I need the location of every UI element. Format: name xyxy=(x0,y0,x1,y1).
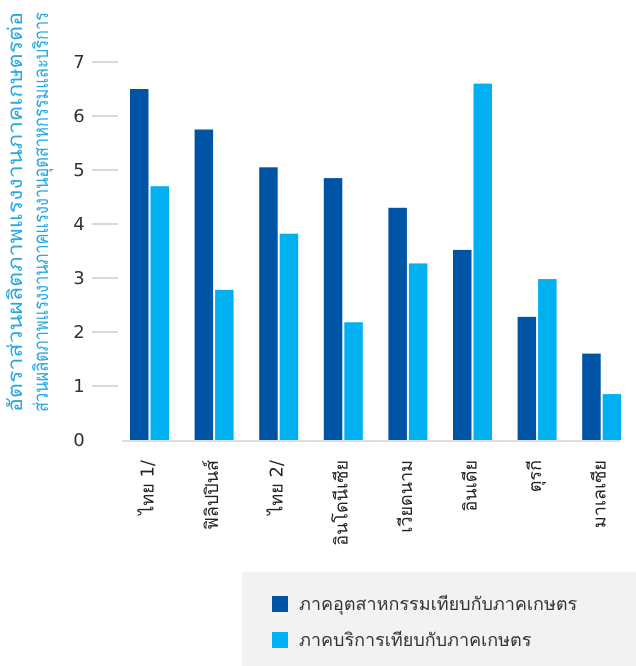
x-tick-label: ไทย 2/ xyxy=(266,459,288,517)
bar xyxy=(473,83,492,440)
bar xyxy=(344,322,363,440)
bar xyxy=(323,178,343,440)
bar xyxy=(259,167,278,441)
bar xyxy=(150,186,169,440)
bars xyxy=(130,83,622,441)
x-tick-label: อินเดีย xyxy=(461,460,482,512)
bar xyxy=(538,279,557,440)
y-tick-label: 7 xyxy=(73,52,84,73)
y-axis-label-line: ส่วนผลิตภาพแรงงานภาคแรงงานอุตสาหกรรมและบ… xyxy=(29,12,54,412)
bar xyxy=(582,353,601,440)
y-tick-label: 1 xyxy=(73,376,84,397)
legend: ภาคอุตสาหกรรมเทียบกับภาคเกษตรภาคบริการเท… xyxy=(242,572,636,666)
x-axis-baseline xyxy=(122,440,620,442)
bar xyxy=(517,316,537,440)
bar xyxy=(453,249,472,440)
y-tick-label: 0 xyxy=(73,430,84,451)
y-tick-label: 6 xyxy=(73,106,84,127)
x-axis: ไทย 1/ฟิลิปปินส์ ไทย 2/อินโดนีเซีย เวียดนา… xyxy=(122,440,620,546)
y-tick-label: 3 xyxy=(73,268,84,289)
y-tick-label: 4 xyxy=(73,214,84,235)
bar xyxy=(602,394,622,440)
legend-swatch xyxy=(272,632,288,648)
bar xyxy=(279,233,299,440)
x-tick-label: ตุรกี xyxy=(525,460,546,492)
x-tick-label: ฟิลิปปินส์ xyxy=(202,460,223,530)
bar xyxy=(408,263,428,440)
legend-label: ภาคอุตสาหกรรมเทียบกับภาคเกษตร xyxy=(299,594,578,615)
x-tick-label: ไทย 1/ xyxy=(137,459,159,517)
legend-swatch xyxy=(272,596,288,612)
bar xyxy=(194,129,214,440)
y-axis: 0 1 2 3 4 5 6 7 xyxy=(73,52,118,451)
bar xyxy=(130,89,149,440)
x-tick-label: เวียดนาม xyxy=(396,460,417,533)
bar xyxy=(388,207,407,440)
bar xyxy=(215,289,234,440)
x-tick-label: อินโดนีเซีย xyxy=(330,460,352,546)
y-axis-label-group: อัตราส่วนผลิตภาพแรงงานภาคเกษตรต่อ ส่วนผลิ… xyxy=(3,12,54,412)
y-tick-label: 5 xyxy=(73,160,84,181)
y-tick-label: 2 xyxy=(73,322,84,343)
y-axis-label-line: อัตราส่วนผลิตภาพแรงงานภาคเกษตรต่อ xyxy=(3,12,27,412)
legend-box xyxy=(242,572,636,666)
legend-label: ภาคบริการเทียบกับภาคเกษตร xyxy=(299,630,532,651)
x-tick-label: มาเลเซีย xyxy=(590,460,611,528)
